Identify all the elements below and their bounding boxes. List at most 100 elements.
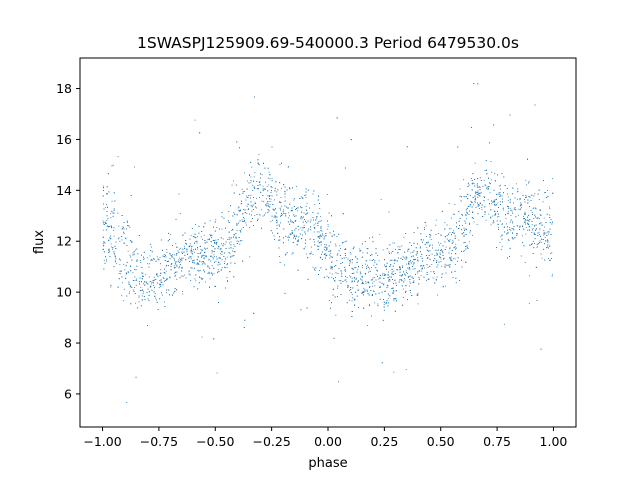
data-point bbox=[346, 240, 348, 242]
data-point bbox=[102, 241, 104, 243]
data-point bbox=[402, 256, 404, 258]
data-point bbox=[494, 199, 496, 201]
data-point bbox=[197, 269, 199, 271]
data-point bbox=[106, 219, 108, 221]
data-point bbox=[163, 280, 165, 282]
data-point bbox=[113, 229, 114, 231]
data-point bbox=[250, 176, 252, 178]
data-point bbox=[404, 257, 406, 259]
data-point bbox=[436, 266, 438, 268]
data-point bbox=[169, 239, 170, 240]
data-point bbox=[238, 237, 240, 238]
data-point bbox=[191, 247, 192, 249]
data-point bbox=[172, 253, 174, 255]
data-point bbox=[302, 197, 304, 199]
data-point bbox=[391, 259, 393, 261]
data-point bbox=[106, 225, 108, 227]
data-point bbox=[520, 255, 522, 257]
data-point bbox=[240, 231, 242, 233]
data-point bbox=[513, 208, 515, 210]
data-point bbox=[499, 192, 501, 193]
data-point bbox=[328, 300, 330, 301]
data-point bbox=[369, 287, 370, 288]
data-point bbox=[168, 289, 170, 291]
data-point bbox=[156, 301, 158, 303]
data-point bbox=[135, 376, 137, 378]
data-point bbox=[512, 212, 514, 214]
data-point bbox=[494, 205, 496, 206]
data-point bbox=[233, 276, 235, 278]
data-point bbox=[527, 202, 529, 204]
data-point bbox=[127, 250, 129, 252]
data-point bbox=[169, 258, 171, 260]
data-point bbox=[301, 197, 303, 199]
data-point bbox=[252, 209, 254, 210]
data-point bbox=[105, 222, 106, 224]
data-point bbox=[321, 230, 323, 232]
data-point bbox=[304, 195, 305, 197]
data-point bbox=[543, 234, 545, 236]
data-point bbox=[463, 236, 465, 237]
data-point bbox=[295, 215, 297, 217]
data-point bbox=[157, 258, 159, 260]
data-point bbox=[209, 272, 210, 274]
data-point bbox=[233, 236, 234, 238]
data-point bbox=[290, 210, 292, 212]
data-point bbox=[330, 265, 332, 267]
data-point bbox=[320, 230, 322, 231]
data-point bbox=[276, 224, 278, 226]
data-point bbox=[509, 114, 511, 116]
data-point bbox=[517, 191, 519, 193]
data-point bbox=[377, 303, 379, 305]
data-point bbox=[227, 263, 228, 265]
data-point bbox=[481, 204, 483, 206]
data-point bbox=[421, 268, 423, 270]
data-point bbox=[234, 234, 235, 236]
data-point bbox=[250, 221, 252, 222]
data-point bbox=[386, 265, 387, 267]
data-point bbox=[412, 278, 414, 279]
data-point bbox=[518, 208, 520, 210]
data-point bbox=[361, 266, 363, 268]
data-point bbox=[397, 246, 399, 248]
data-point bbox=[548, 231, 550, 233]
data-point bbox=[520, 204, 522, 206]
data-point bbox=[352, 287, 354, 289]
data-point bbox=[106, 211, 108, 212]
data-point bbox=[524, 213, 526, 214]
data-point bbox=[465, 234, 467, 235]
data-point bbox=[329, 232, 331, 234]
data-point bbox=[314, 204, 316, 205]
data-point bbox=[438, 249, 439, 251]
data-point bbox=[407, 250, 409, 252]
data-point bbox=[344, 269, 346, 271]
data-point bbox=[246, 224, 247, 226]
data-point bbox=[165, 280, 167, 281]
data-point bbox=[470, 178, 472, 179]
data-point bbox=[224, 267, 226, 268]
data-point bbox=[493, 189, 495, 191]
data-point bbox=[484, 170, 486, 171]
data-point bbox=[331, 273, 333, 275]
data-point bbox=[453, 258, 455, 260]
data-point bbox=[215, 260, 217, 262]
data-point bbox=[470, 195, 472, 197]
data-point bbox=[499, 196, 501, 197]
data-point bbox=[486, 169, 487, 171]
data-point bbox=[166, 292, 167, 294]
data-point bbox=[160, 269, 162, 271]
data-point bbox=[440, 258, 442, 260]
data-point bbox=[531, 224, 533, 226]
data-point bbox=[549, 214, 551, 216]
data-point bbox=[221, 228, 223, 230]
data-point bbox=[148, 263, 150, 265]
data-point bbox=[320, 257, 321, 259]
data-point bbox=[342, 281, 344, 282]
data-point bbox=[541, 257, 543, 259]
data-point bbox=[186, 251, 188, 253]
data-point bbox=[417, 271, 419, 273]
data-point bbox=[317, 240, 319, 242]
data-point bbox=[366, 289, 368, 291]
data-point bbox=[413, 259, 415, 260]
y-tick-label: 16 bbox=[56, 132, 72, 147]
